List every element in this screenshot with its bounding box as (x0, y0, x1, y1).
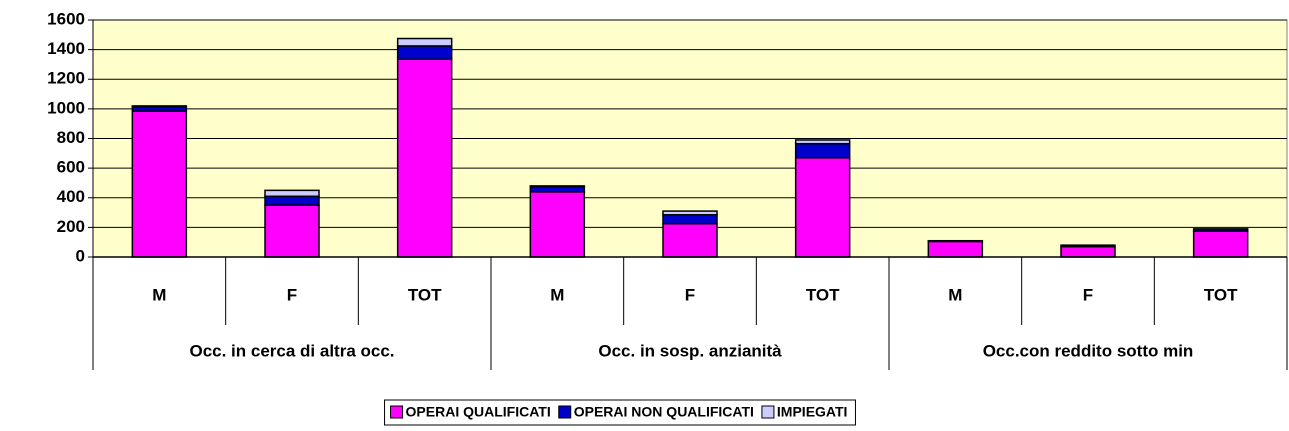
x-tick-label: TOT (1204, 285, 1238, 304)
bar-segment (662, 214, 718, 225)
y-tick-label: 400 (57, 187, 85, 206)
bar-segment (1192, 230, 1249, 258)
bar-segment (396, 45, 453, 61)
legend-swatch (761, 405, 775, 419)
legend-box (384, 399, 856, 426)
x-tick-label: F (1083, 285, 1093, 304)
y-tick-label: 0 (76, 246, 85, 265)
bar-segment (927, 240, 984, 258)
bar-segment (662, 210, 718, 216)
bar-segment (1060, 245, 1116, 258)
x-tick-label: TOT (408, 285, 442, 304)
y-tick-label: 200 (57, 217, 85, 236)
bar-segment (1060, 244, 1116, 248)
y-tick-label: 800 (57, 128, 85, 147)
y-tick-label: 1200 (47, 69, 85, 88)
bar-segment (529, 185, 586, 188)
legend-label: OPERAI QUALIFICATI (406, 404, 551, 420)
group-label: Occ. in sosp. anzianità (598, 341, 782, 360)
bar-segment (396, 37, 453, 47)
y-tick-label: 600 (57, 158, 85, 177)
bar-segment (396, 58, 453, 258)
bar-segment (529, 191, 586, 258)
bar-segment (131, 110, 188, 258)
x-tick-label: F (685, 285, 695, 304)
bar-segment (794, 139, 851, 145)
group-label: Occ. in cerca di altra occ. (189, 341, 394, 360)
bar-segment (1192, 228, 1249, 232)
bar-segment (264, 204, 320, 258)
y-tick-label: 1400 (47, 39, 85, 58)
x-tick-label: M (152, 285, 166, 304)
bar-segment (264, 195, 320, 206)
bar-segment (794, 142, 851, 159)
group-label: Occ.con reddito sotto min (983, 341, 1194, 360)
x-tick-label: M (550, 285, 564, 304)
bar-segment (662, 222, 718, 258)
y-tick-label: 1600 (47, 9, 85, 28)
bar-segment (927, 239, 984, 243)
x-tick-label: TOT (806, 285, 840, 304)
legend-swatch (390, 405, 404, 419)
y-tick-label: 1000 (47, 98, 85, 117)
bar-segment (529, 185, 586, 193)
bar-segment (794, 157, 851, 258)
legend: OPERAI QUALIFICATI OPERAI NON QUALIFICATI… (384, 399, 856, 426)
legend-label: IMPIEGATI (777, 404, 848, 420)
bar-segment (264, 189, 320, 198)
x-tick-label: M (948, 285, 962, 304)
legend-swatch (558, 405, 572, 419)
legend-label: OPERAI NON QUALIFICATI (574, 404, 754, 420)
x-tick-label: F (287, 285, 297, 304)
bar-segment (131, 105, 188, 108)
